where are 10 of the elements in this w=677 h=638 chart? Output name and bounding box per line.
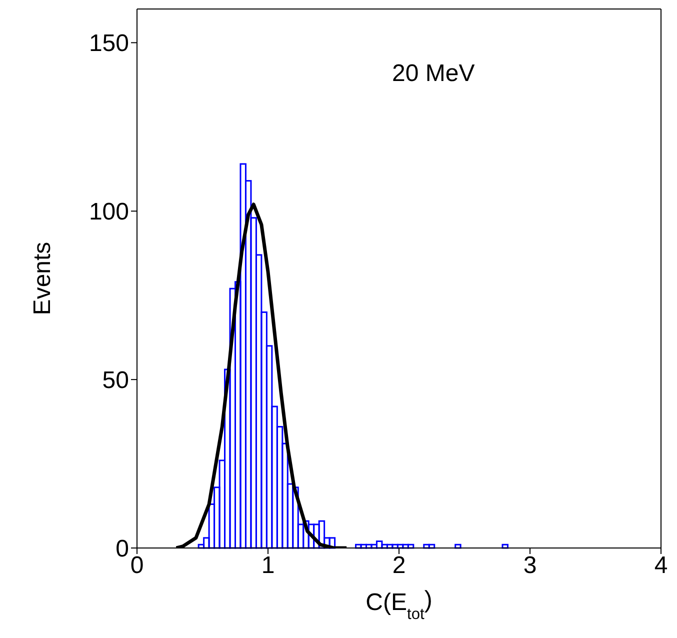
y-axis-title: Events — [29, 242, 56, 316]
y-tick-label: 50 — [102, 367, 129, 394]
annotation: 20 MeV — [392, 60, 475, 88]
x-tick-label: 4 — [654, 552, 668, 580]
x-tick-label: 3 — [523, 552, 537, 580]
y-tick-label: 100 — [88, 198, 129, 226]
x-tick-label: 1 — [261, 552, 275, 580]
x-tick-label: 2 — [392, 552, 406, 580]
x-axis-title: C(E$_{tot}$) — [366, 586, 432, 622]
y-tick-label: 150 — [88, 30, 129, 58]
